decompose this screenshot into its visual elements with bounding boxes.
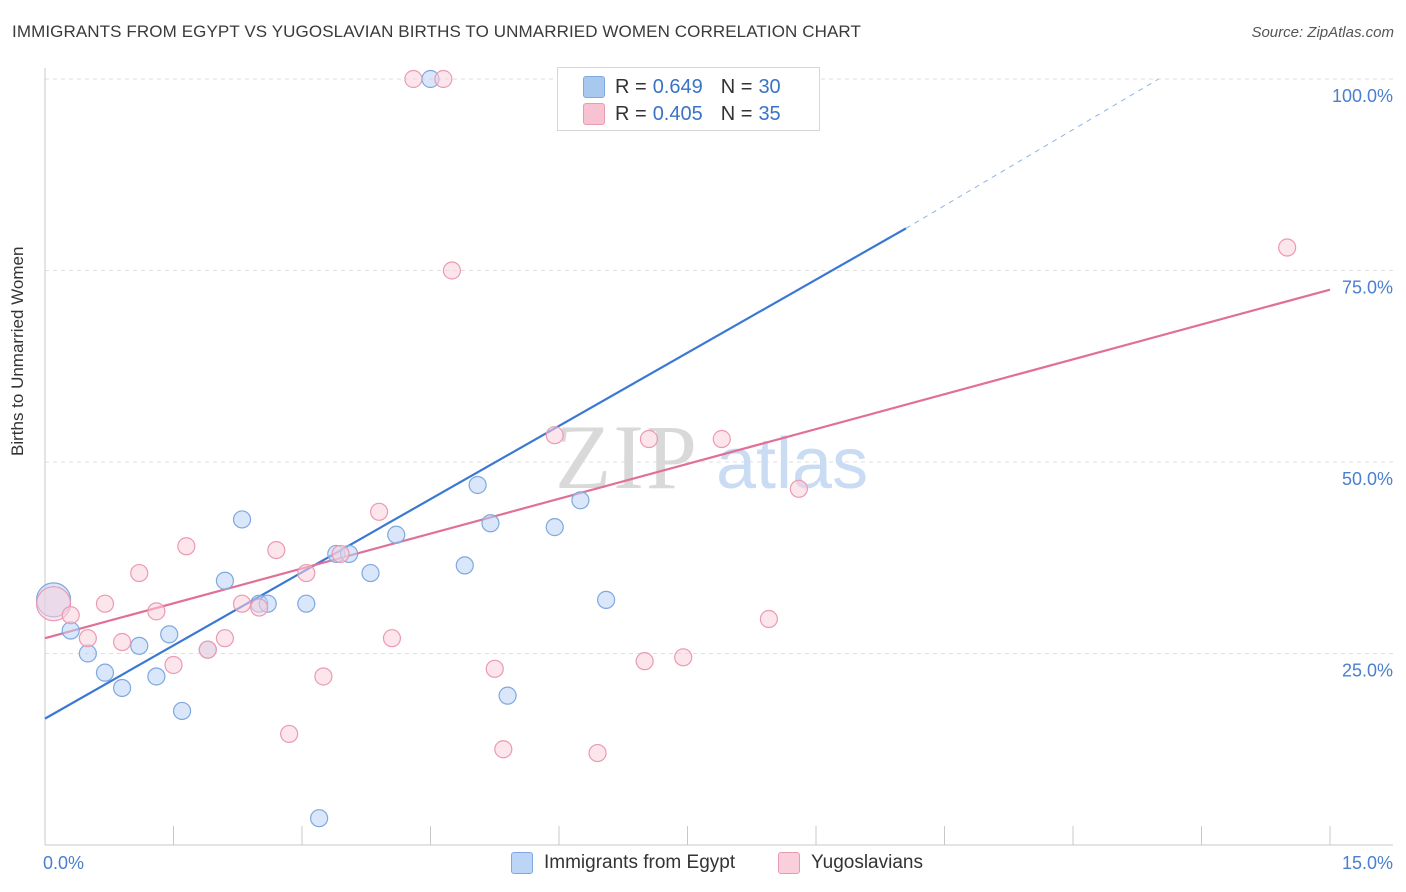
y-axis-label: Births to Unmarried Women bbox=[8, 246, 27, 456]
point-egypt bbox=[95, 663, 115, 682]
series-label-egypt: Immigrants from Egypt bbox=[544, 852, 736, 873]
legend-r-label: R = bbox=[615, 75, 647, 98]
point-yugoslavians bbox=[494, 740, 513, 759]
grid-lines bbox=[45, 78, 1393, 654]
point-egypt bbox=[172, 701, 192, 721]
legend-r-value: 0.649 bbox=[652, 75, 703, 98]
point-egypt bbox=[597, 590, 616, 609]
watermark: ZIP atlas bbox=[555, 406, 868, 508]
point-yugoslavians bbox=[280, 724, 299, 744]
point-yugoslavians bbox=[198, 640, 217, 659]
point-egypt bbox=[310, 809, 329, 828]
point-yugoslavians bbox=[164, 655, 183, 675]
point-yugoslavians bbox=[404, 69, 423, 89]
trend-lines bbox=[44, 78, 1331, 720]
y-tick-label: 75.0% bbox=[1342, 278, 1393, 298]
legend-swatch-egypt bbox=[583, 76, 605, 98]
point-yugoslavians bbox=[78, 629, 97, 648]
point-egypt bbox=[468, 475, 487, 495]
series-legend-yugoslavians[interactable]: Yugoslavians bbox=[778, 852, 923, 874]
trend-line-yugoslavians bbox=[44, 288, 1331, 640]
tick-labels: 25.0% 50.0% 75.0% 100.0% 0.0% 15.0% bbox=[43, 86, 1393, 873]
point-yugoslavians bbox=[485, 659, 504, 678]
point-yugoslavians bbox=[712, 429, 731, 449]
series-label-yugoslavians: Yugoslavians bbox=[811, 852, 923, 873]
point-yugoslavians bbox=[215, 629, 234, 648]
point-egypt bbox=[61, 621, 80, 640]
series-legend: Immigrants from Egypt Yugoslavians bbox=[0, 852, 1406, 878]
point-yugoslavians bbox=[250, 598, 269, 617]
point-yugoslavians bbox=[674, 648, 693, 667]
point-egypt bbox=[455, 556, 474, 575]
point-egypt bbox=[160, 625, 179, 644]
y-tick-label: 100.0% bbox=[1332, 86, 1393, 106]
point-yugoslavians bbox=[639, 429, 659, 449]
y-tick-label: 25.0% bbox=[1342, 661, 1393, 681]
x-tick-label: 15.0% bbox=[1342, 853, 1393, 873]
series-swatch-egypt bbox=[511, 852, 533, 874]
point-egypt bbox=[112, 678, 132, 698]
point-egypt bbox=[78, 644, 97, 663]
point-yugoslavians bbox=[147, 602, 166, 621]
legend-row-egypt: R = 0.649 N = 30 bbox=[583, 75, 781, 99]
series-swatch-yugoslavians bbox=[778, 852, 800, 874]
point-yugoslavians bbox=[789, 479, 808, 498]
axes bbox=[44, 68, 1393, 846]
legend-row-yugoslavians: R = 0.405 N = 35 bbox=[583, 102, 781, 126]
point-yugoslavians bbox=[297, 563, 316, 583]
point-egypt bbox=[130, 636, 149, 655]
point-yugoslavians bbox=[635, 652, 654, 671]
legend-n-value: 30 bbox=[758, 75, 781, 98]
chart-title: IMMIGRANTS FROM EGYPT VS YUGOSLAVIAN BIR… bbox=[12, 22, 861, 41]
point-yugoslavians bbox=[95, 594, 115, 613]
legend-n-label: N = bbox=[720, 75, 753, 98]
point-egypt bbox=[232, 510, 252, 529]
legend-swatch-yugoslavians bbox=[583, 103, 605, 125]
point-egypt bbox=[297, 594, 316, 613]
point-yugoslavians bbox=[442, 261, 462, 280]
watermark-zip: ZIP bbox=[555, 406, 699, 508]
correlation-legend: R = 0.649 N = 30 R = 0.405 N = 35 bbox=[557, 67, 820, 131]
point-egypt bbox=[387, 525, 406, 544]
point-yugoslavians bbox=[112, 632, 132, 652]
point-egypt bbox=[361, 563, 380, 583]
point-yugoslavians bbox=[331, 544, 350, 564]
point-egypt bbox=[498, 686, 517, 705]
point-yugoslavians bbox=[130, 563, 149, 583]
point-egypt bbox=[215, 571, 234, 590]
point-yugoslavians bbox=[232, 594, 252, 613]
source-credit: Source: ZipAtlas.com bbox=[1251, 24, 1394, 41]
point-yugoslavians bbox=[382, 629, 402, 648]
legend-r-value: 0.405 bbox=[652, 102, 703, 125]
x-tick-label: 0.0% bbox=[43, 853, 84, 873]
point-yugoslavians bbox=[434, 69, 453, 89]
point-yugoslavians bbox=[35, 586, 72, 622]
point-yugoslavians bbox=[314, 667, 333, 686]
point-yugoslavians bbox=[61, 606, 80, 625]
point-egypt bbox=[545, 518, 564, 537]
point-egypt bbox=[147, 667, 166, 686]
trend-line-egypt bbox=[44, 227, 907, 720]
point-egypt bbox=[481, 514, 500, 533]
point-yugoslavians bbox=[588, 743, 607, 763]
point-yugoslavians bbox=[177, 537, 196, 556]
point-yugoslavians bbox=[267, 540, 286, 560]
point-egypt bbox=[571, 491, 590, 510]
legend-n-label: N = bbox=[720, 102, 753, 125]
y-tick-label: 50.0% bbox=[1342, 469, 1393, 489]
series-legend-egypt[interactable]: Immigrants from Egypt bbox=[511, 852, 735, 874]
point-yugoslavians bbox=[545, 426, 564, 445]
point-yugoslavians bbox=[1278, 238, 1297, 257]
trend-line-egypt-extension bbox=[905, 78, 1159, 229]
point-yugoslavians bbox=[370, 502, 389, 521]
legend-r-label: R = bbox=[615, 102, 647, 125]
point-yugoslavians bbox=[759, 609, 778, 629]
legend-n-value: 35 bbox=[758, 102, 781, 125]
data-points bbox=[35, 69, 1297, 828]
